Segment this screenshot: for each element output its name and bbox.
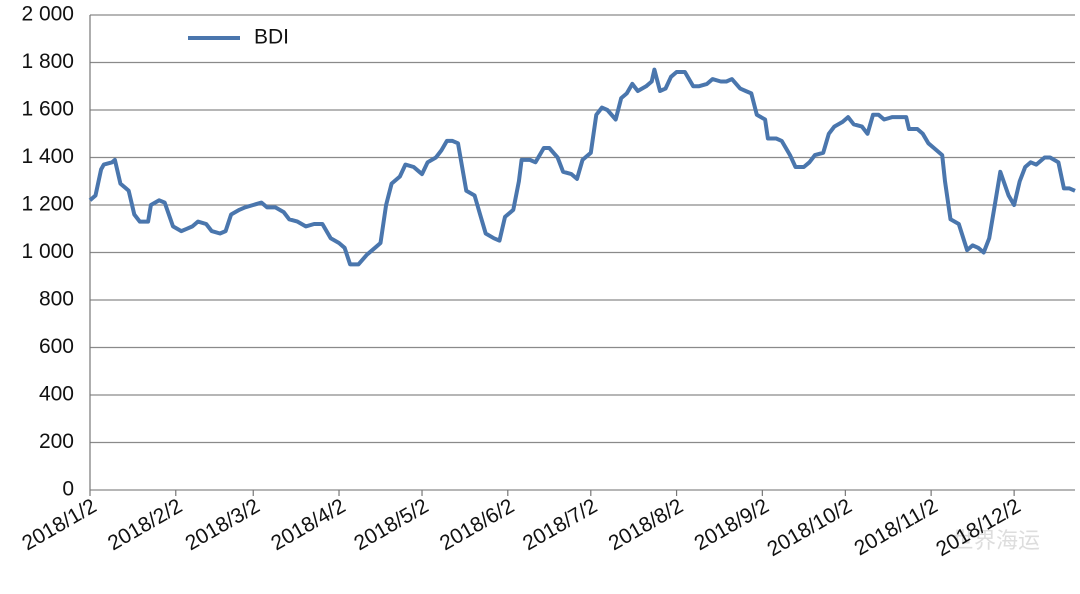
x-tick-label: 2018/9/2 — [691, 494, 773, 555]
x-tick-label: 2018/5/2 — [350, 494, 432, 555]
x-tick-label: 2018/3/2 — [181, 494, 263, 555]
x-tick-label: 2018/7/2 — [519, 494, 601, 555]
y-tick-label: 400 — [39, 383, 74, 406]
y-tick-label: 1 400 — [21, 145, 74, 168]
y-tick-label: 1 000 — [21, 240, 74, 263]
y-tick-label: 2 000 — [21, 3, 74, 26]
watermark: 世界海运 — [952, 528, 1040, 553]
y-tick-label: 1 600 — [21, 98, 74, 121]
y-tick-label: 1 200 — [21, 193, 74, 216]
x-tick-label: 2018/10/2 — [763, 494, 855, 561]
y-tick-label: 800 — [39, 288, 74, 311]
x-tick-label: 2018/4/2 — [267, 494, 349, 555]
legend-label: BDI — [254, 26, 289, 49]
x-tick-label: 2018/11/2 — [851, 494, 942, 560]
y-tick-label: 600 — [39, 335, 74, 358]
x-tick-label: 2018/6/2 — [436, 494, 518, 555]
x-tick-label: 2018/1/2 — [18, 494, 100, 555]
x-tick-label: 2018/8/2 — [605, 494, 687, 555]
line-series — [88, 67, 1076, 267]
x-tick-label: 2018/2/2 — [104, 494, 186, 555]
y-tick-label: 1 800 — [21, 50, 74, 73]
y-tick-label: 0 — [62, 478, 74, 501]
y-tick-label: 200 — [39, 430, 74, 453]
